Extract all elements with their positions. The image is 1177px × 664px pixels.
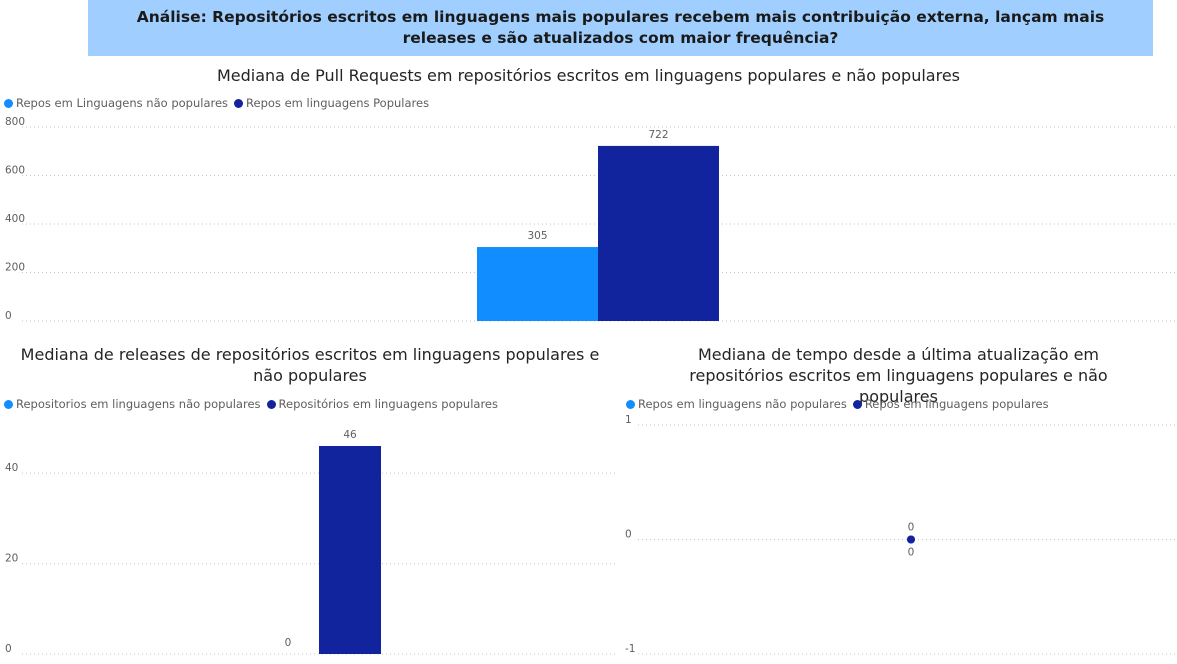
analysis-header: Análise: Repositórios escritos em lingua…	[88, 0, 1153, 56]
legend-item-non-popular[interactable]: Repositorios em linguagens não populares	[4, 397, 261, 411]
legend-item-non-popular[interactable]: Repos em linguagens não populares	[626, 397, 847, 411]
y-tick-label: -1	[625, 643, 635, 655]
pr-chart[interactable]: 0 200 400 600 800 305 722	[0, 115, 1177, 335]
y-tick-label: 200	[5, 262, 25, 274]
legend-label: Repos em Linguagens não populares	[16, 96, 229, 110]
releases-chart-title: Mediana de releases de repositórios escr…	[20, 345, 600, 385]
y-tick-label: 1	[625, 414, 632, 426]
data-label: 305	[527, 230, 547, 242]
bar	[598, 145, 719, 321]
data-label: 0	[908, 522, 915, 534]
data-point	[907, 535, 915, 544]
y-tick-label: 40	[5, 462, 18, 474]
legend-item-non-popular[interactable]: Repos em Linguagens não populares	[4, 96, 228, 110]
data-label: 46	[343, 429, 357, 441]
legend-item-popular[interactable]: Repos em linguagens populares	[852, 397, 1049, 411]
legend-dot-non-popular	[4, 98, 13, 108]
data-label: 0	[908, 547, 915, 559]
legend-dot-non-popular	[626, 399, 635, 409]
y-tick-label: 0	[5, 643, 12, 655]
analysis-title: Análise: Repositórios escritos em lingua…	[136, 8, 1105, 47]
releases-chart[interactable]: 0 20 40 0 46	[0, 420, 620, 664]
legend-item-popular[interactable]: Repos em linguagens Populares	[234, 96, 429, 110]
legend-label: Repos em linguagens não populares	[638, 397, 847, 411]
legend-label: Repositorios em linguagens não populares	[16, 397, 261, 411]
pr-chart-title: Mediana de Pull Requests em repositórios…	[216, 66, 960, 85]
legend-label: Repositórios em linguagens populares	[278, 397, 499, 411]
data-label: 0	[285, 637, 292, 649]
legend-dot-popular	[266, 399, 276, 409]
y-tick-label: 400	[5, 213, 25, 225]
data-label: 722	[648, 129, 668, 141]
update-chart[interactable]: -1 0 1 0 0	[620, 414, 1177, 664]
legend-dot-popular	[852, 399, 862, 409]
pr-chart-legend[interactable]: Repos em Linguagens não populares Repos …	[4, 96, 435, 110]
y-tick-label: 0	[625, 529, 632, 541]
legend-dot-popular	[234, 98, 244, 108]
bar	[477, 247, 598, 321]
update-chart-title: Mediana de tempo desde a última atualiza…	[689, 345, 1108, 406]
y-tick-label: 0	[5, 310, 12, 322]
legend-dot-non-popular	[4, 399, 13, 409]
releases-chart-legend[interactable]: Repositorios em linguagens não populares…	[4, 397, 504, 411]
legend-item-popular[interactable]: Repositórios em linguagens populares	[266, 397, 499, 411]
y-tick-label: 800	[5, 116, 25, 128]
legend-label: Repos em linguagens populares	[864, 397, 1049, 411]
update-chart-legend[interactable]: Repos em linguagens não populares Repos …	[626, 397, 1055, 411]
y-tick-label: 600	[5, 165, 25, 177]
legend-label: Repos em linguagens Populares	[246, 96, 430, 110]
bar	[319, 446, 381, 654]
y-tick-label: 20	[5, 553, 18, 565]
